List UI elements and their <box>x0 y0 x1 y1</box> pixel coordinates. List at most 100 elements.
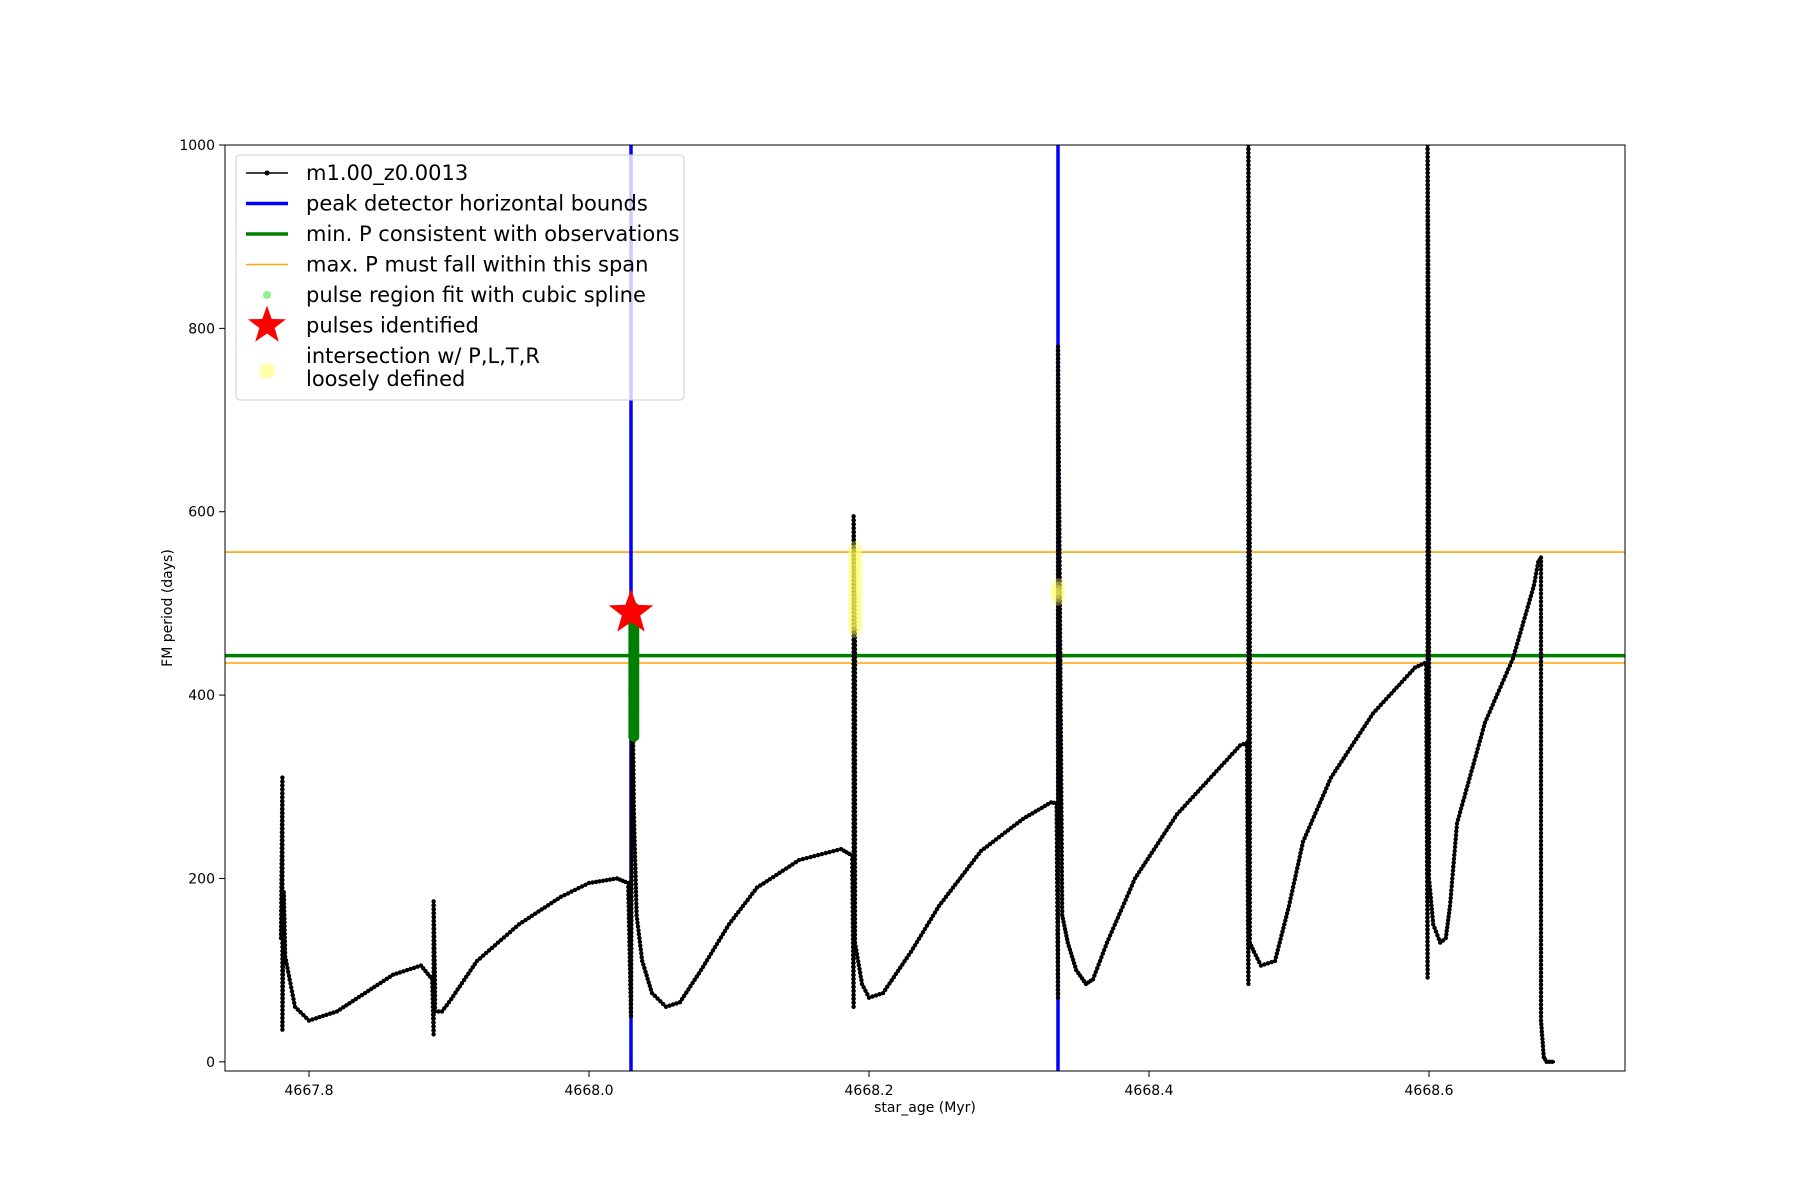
series-point-167 <box>290 993 295 998</box>
series-point-2610 <box>1534 567 1540 572</box>
series-point-1259 <box>1057 547 1062 552</box>
series-point-1740 <box>1246 222 1251 227</box>
series-point-1761 <box>1246 305 1252 311</box>
series-point-897 <box>852 900 858 906</box>
series-point-111 <box>280 1004 285 1009</box>
series-point-1848 <box>1247 652 1253 657</box>
series-point-1748 <box>1246 254 1252 259</box>
series-point-118 <box>280 976 286 981</box>
series-point-2511 <box>1443 935 1449 941</box>
series-point-1379 <box>1096 962 1101 967</box>
series-point-2099 <box>1425 975 1430 980</box>
series-point-170 <box>292 1004 298 1009</box>
series-point-1260 <box>1057 551 1062 556</box>
series-point-1804 <box>1247 477 1252 482</box>
series-point-46 <box>280 795 285 800</box>
series-point-2004 <box>1378 702 1384 707</box>
series-point-283 <box>432 981 438 987</box>
series-point-1236 <box>1056 455 1062 461</box>
series-point-1858 <box>1247 692 1253 697</box>
series-point-1794 <box>1247 437 1252 442</box>
series-point-1994 <box>1356 733 1361 739</box>
series-point-271 <box>432 934 437 939</box>
series-point-1877 <box>1247 768 1253 773</box>
legend-label-6-1: loosely defined <box>306 367 465 391</box>
series-point-1396 <box>1121 901 1127 906</box>
series-point-1996 <box>1360 727 1365 732</box>
series-point-1811 <box>1247 504 1252 510</box>
intersection-point-1-9 <box>848 591 862 606</box>
series-point-2404 <box>1426 525 1432 530</box>
series-point-2433 <box>1426 641 1432 646</box>
series-point-520 <box>631 819 637 824</box>
series-point-1283 <box>1058 642 1063 647</box>
series-point-1895 <box>1247 840 1253 845</box>
series-point-430 <box>629 850 634 856</box>
series-point-1762 <box>1246 309 1252 315</box>
series-point-567 <box>655 996 660 1001</box>
series-point-1386 <box>1106 936 1111 942</box>
series-point-2546 <box>1460 802 1465 807</box>
series-point-575 <box>679 996 685 1002</box>
series-point-2003 <box>1376 705 1381 710</box>
series-point-2666 <box>1538 762 1544 768</box>
series-point-1997 <box>1362 724 1367 729</box>
series-point-345 <box>593 879 599 885</box>
series-point-870 <box>852 793 858 799</box>
series-point-2337 <box>1426 258 1431 263</box>
series-point-597 <box>724 925 730 930</box>
series-point-316 <box>498 937 504 943</box>
series-point-2442 <box>1426 677 1432 682</box>
series-point-2487 <box>1426 856 1432 861</box>
series-point-2398 <box>1426 501 1432 506</box>
series-point-841 <box>852 678 858 684</box>
series-point-858 <box>852 746 858 751</box>
series-point-1289 <box>1058 666 1063 671</box>
series-point-1859 <box>1247 696 1253 701</box>
series-point-396 <box>628 986 634 991</box>
series-point-1441 <box>1222 760 1227 765</box>
series-point-308 <box>474 958 480 964</box>
series-point-974 <box>987 841 993 847</box>
series-point-1212 <box>1055 360 1061 365</box>
series-point-63 <box>280 862 285 867</box>
series-point-530 <box>632 858 638 863</box>
series-point-294 <box>444 1003 449 1008</box>
series-point-888 <box>852 865 858 870</box>
series-point-1231 <box>1056 435 1061 441</box>
series-point-2478 <box>1426 820 1432 825</box>
series-point-427 <box>629 862 634 868</box>
series-point-947 <box>924 923 930 928</box>
series-point-928 <box>885 984 890 989</box>
series-point-2725 <box>1538 998 1544 1003</box>
series-point-324 <box>523 917 528 923</box>
series-point-2010 <box>1394 685 1399 690</box>
series-point-109 <box>280 1011 285 1017</box>
series-point-1394 <box>1118 908 1124 913</box>
series-point-845 <box>852 694 858 699</box>
data-layer <box>225 145 1625 1071</box>
series-point-1401 <box>1129 883 1135 888</box>
series-point-1860 <box>1247 700 1253 705</box>
x-axis: 4667.8 4668.0 4668.2 4668.4 4668.6 <box>285 1071 1454 1099</box>
series-point-1089 <box>1055 819 1061 825</box>
series-point-688 <box>851 956 856 962</box>
series-point-538 <box>633 889 639 894</box>
series-point-1402 <box>1131 879 1136 885</box>
series-point-2737 <box>1540 1044 1546 1049</box>
series-point-1084 <box>1055 839 1061 845</box>
series-point-2682 <box>1538 826 1544 832</box>
series-point-327 <box>533 911 538 916</box>
series-point-1933 <box>1274 951 1280 956</box>
series-point-803 <box>851 529 856 535</box>
series-point-2587 <box>1511 652 1517 657</box>
series-point-2319 <box>1425 186 1431 191</box>
series-point-1264 <box>1057 567 1062 572</box>
series-point-2501 <box>1430 910 1435 915</box>
series-point-2523 <box>1448 892 1454 897</box>
series-point-2112 <box>1425 923 1430 928</box>
series-point-2570 <box>1485 713 1491 718</box>
series-point-1961 <box>1299 847 1304 852</box>
series-point-2428 <box>1426 621 1432 626</box>
series-point-510 <box>631 779 636 784</box>
